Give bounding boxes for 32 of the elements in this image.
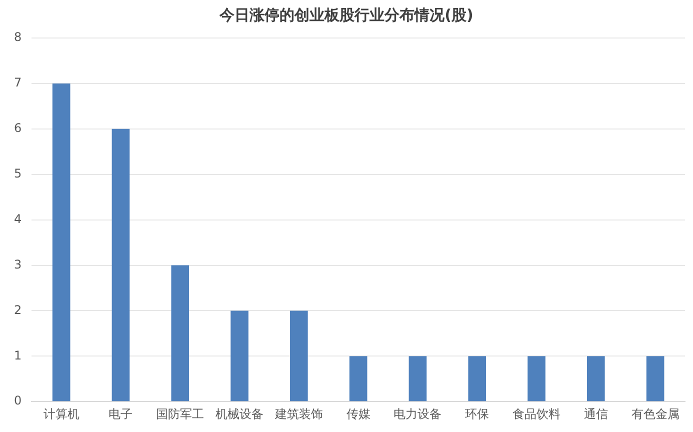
y-tick-label: 7 bbox=[14, 76, 22, 90]
y-tick-label: 1 bbox=[14, 348, 22, 362]
x-tick-label: 电子 bbox=[108, 406, 133, 421]
bar bbox=[290, 310, 308, 402]
bar bbox=[408, 356, 427, 402]
y-tick-label: 3 bbox=[14, 257, 22, 272]
bar bbox=[586, 356, 605, 402]
x-tick-label: 计算机 bbox=[43, 406, 80, 421]
x-tick-label: 通信 bbox=[584, 406, 608, 421]
bar bbox=[468, 356, 486, 402]
y-tick-label: 8 bbox=[14, 30, 22, 44]
x-tick-label: 建筑装饰 bbox=[274, 406, 323, 421]
y-tick-label: 5 bbox=[14, 166, 22, 180]
bar bbox=[349, 356, 368, 402]
x-tick-label: 有色金属 bbox=[631, 406, 680, 421]
y-tick-label: 2 bbox=[14, 302, 22, 317]
bar bbox=[230, 310, 248, 402]
bar bbox=[646, 356, 664, 402]
x-tick-label: 电力设备 bbox=[394, 406, 442, 421]
x-tick-label: 食品饮料 bbox=[512, 406, 561, 421]
y-tick-label: 0 bbox=[14, 394, 22, 408]
y-tick-label: 6 bbox=[14, 121, 22, 136]
x-tick-label: 环保 bbox=[465, 406, 490, 421]
bar bbox=[112, 128, 130, 402]
bar bbox=[171, 265, 190, 402]
x-tick-label: 国防军工 bbox=[156, 406, 204, 421]
x-tick-label: 机械设备 bbox=[216, 406, 264, 421]
y-tick-label: 4 bbox=[14, 212, 22, 226]
chart-title: 今日涨停的创业板股行业分布情况(股) bbox=[218, 6, 474, 25]
bar bbox=[528, 356, 546, 402]
x-tick-label: 传媒 bbox=[346, 406, 370, 421]
bar bbox=[52, 83, 70, 402]
